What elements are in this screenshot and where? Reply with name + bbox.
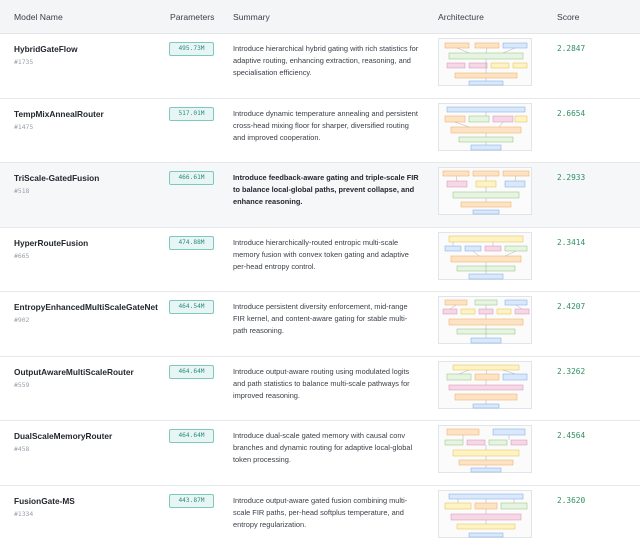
- table-row[interactable]: HybridGateFlow #1735 495.73M Introduce h…: [0, 34, 640, 99]
- parameters-badge: 443.87M: [169, 494, 214, 508]
- model-id: #902: [14, 316, 29, 324]
- model-name[interactable]: DualScaleMemoryRouter: [14, 431, 112, 441]
- model-name[interactable]: HybridGateFlow: [14, 44, 78, 54]
- summary-text: Introduce dynamic temperature annealing …: [233, 108, 421, 144]
- score-value: 2.3262: [557, 367, 585, 376]
- summary-text: Introduce output-aware gated fusion comb…: [233, 495, 421, 531]
- model-id: #1334: [14, 510, 33, 518]
- architecture-thumbnail[interactable]: [438, 490, 532, 538]
- architecture-thumbnail[interactable]: [438, 103, 532, 151]
- architecture-thumbnail[interactable]: [438, 38, 532, 86]
- parameters-badge: 464.64M: [169, 365, 214, 379]
- model-name[interactable]: EntropyEnhancedMultiScaleGateNet: [14, 302, 158, 312]
- architecture-thumbnail[interactable]: [438, 167, 532, 215]
- parameters-badge: 464.64M: [169, 429, 214, 443]
- model-id: #518: [14, 187, 29, 195]
- parameters-badge: 464.54M: [169, 300, 214, 314]
- header-model-name[interactable]: Model Name: [14, 12, 63, 22]
- architecture-thumbnail[interactable]: [438, 232, 532, 280]
- table-header: Model Name Parameters Summary Architectu…: [0, 0, 640, 34]
- model-name[interactable]: TriScale-GatedFusion: [14, 173, 99, 183]
- header-architecture[interactable]: Architecture: [438, 12, 484, 22]
- summary-text: Introduce hierarchically-routed entropic…: [233, 237, 421, 273]
- summary-text: Introduce output-aware routing using mod…: [233, 366, 421, 402]
- model-id: #458: [14, 445, 29, 453]
- table-row[interactable]: TempMixAnnealRouter #1475 517.01M Introd…: [0, 99, 640, 164]
- score-value: 2.2847: [557, 44, 585, 53]
- summary-text: Introduce hierarchical hybrid gating wit…: [233, 43, 421, 79]
- parameters-badge: 466.61M: [169, 171, 214, 185]
- table-row[interactable]: FusionGate-MS #1334 443.87M Introduce ou…: [0, 486, 640, 550]
- model-id: #1735: [14, 58, 33, 66]
- model-name[interactable]: HyperRouteFusion: [14, 238, 88, 248]
- table-row[interactable]: EntropyEnhancedMultiScaleGateNet #902 46…: [0, 292, 640, 357]
- header-parameters[interactable]: Parameters: [170, 12, 214, 22]
- summary-text: Introduce feedback-aware gating and trip…: [233, 172, 421, 208]
- score-value: 2.3414: [557, 238, 585, 247]
- architecture-thumbnail[interactable]: [438, 425, 532, 473]
- summary-text: Introduce persistent diversity enforceme…: [233, 301, 421, 337]
- score-value: 2.4564: [557, 431, 585, 440]
- score-value: 2.6654: [557, 109, 585, 118]
- model-id: #665: [14, 252, 29, 260]
- table-row[interactable]: HyperRouteFusion #665 474.88M Introduce …: [0, 228, 640, 293]
- table-row[interactable]: DualScaleMemoryRouter #458 464.64M Intro…: [0, 421, 640, 486]
- parameters-badge: 474.88M: [169, 236, 214, 250]
- score-value: 2.3620: [557, 496, 585, 505]
- model-name[interactable]: OutputAwareMultiScaleRouter: [14, 367, 134, 377]
- summary-text: Introduce dual-scale gated memory with c…: [233, 430, 421, 466]
- parameters-badge: 517.01M: [169, 107, 214, 121]
- header-score[interactable]: Score: [557, 12, 579, 22]
- architecture-thumbnail[interactable]: [438, 296, 532, 344]
- model-id: #559: [14, 381, 29, 389]
- table-row[interactable]: OutputAwareMultiScaleRouter #559 464.64M…: [0, 357, 640, 422]
- table-row[interactable]: TriScale-GatedFusion #518 466.61M Introd…: [0, 163, 640, 228]
- header-summary[interactable]: Summary: [233, 12, 270, 22]
- score-value: 2.4207: [557, 302, 585, 311]
- model-id: #1475: [14, 123, 33, 131]
- architecture-thumbnail[interactable]: [438, 361, 532, 409]
- score-value: 2.2933: [557, 173, 585, 182]
- model-name[interactable]: FusionGate-MS: [14, 496, 75, 506]
- model-name[interactable]: TempMixAnnealRouter: [14, 109, 104, 119]
- parameters-badge: 495.73M: [169, 42, 214, 56]
